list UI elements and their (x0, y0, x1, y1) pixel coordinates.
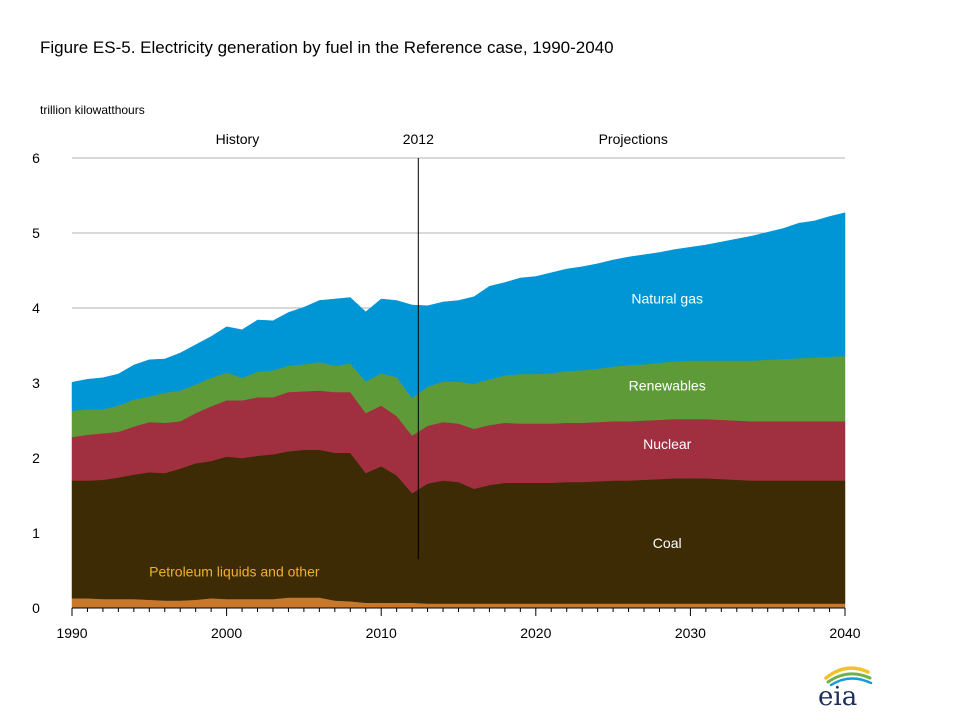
y-tick-label-0: 0 (32, 600, 40, 616)
chart-title: Figure ES-5. Electricity generation by f… (40, 38, 614, 57)
x-tick-label-2020: 2020 (520, 625, 551, 641)
x-tick-label-2000: 2000 (211, 625, 242, 641)
area-natural-gas (71, 212, 846, 412)
y-tick-label-1: 1 (32, 525, 40, 541)
divider-year-label: 2012 (403, 131, 434, 147)
x-tick-label-2040: 2040 (829, 625, 860, 641)
x-tick-label-2030: 2030 (675, 625, 706, 641)
y-tick-label-2: 2 (32, 450, 40, 466)
y-tick-label-3: 3 (32, 375, 40, 391)
y-axis-unit-label: trillion kilowatthours (40, 103, 145, 117)
logo-arc-yellow (824, 666, 870, 680)
projections-label: Projections (599, 131, 668, 147)
y-tick-label-4: 4 (32, 300, 40, 316)
y-tick-label-6: 6 (32, 150, 40, 166)
history-label: History (216, 131, 260, 147)
series-label-1: Coal (653, 535, 682, 551)
x-tick-label-2010: 2010 (366, 625, 397, 641)
logo-arc-green (826, 672, 872, 684)
series-label-0: Petroleum liquids and other (149, 564, 320, 580)
logo-arc-blue (829, 677, 873, 687)
x-tick-label-1990: 1990 (56, 625, 87, 641)
y-tick-label-5: 5 (32, 225, 40, 241)
eia-logo: eia (818, 666, 873, 710)
series-label-2: Nuclear (643, 436, 692, 452)
series-label-3: Renewables (629, 378, 706, 394)
logo-text: eia (818, 682, 857, 710)
series-label-4: Natural gas (631, 291, 703, 307)
